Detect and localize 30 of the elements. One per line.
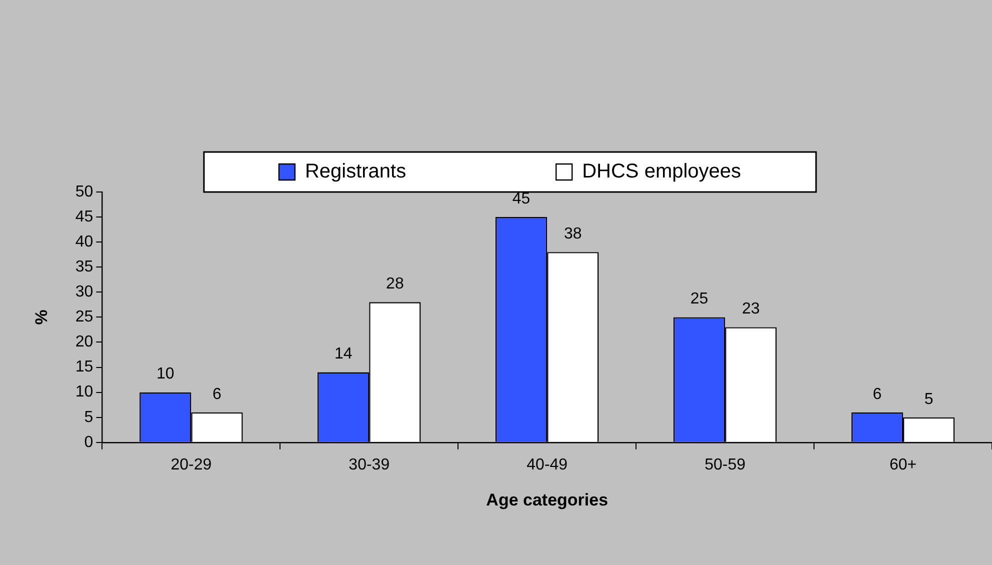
data-label: 10 xyxy=(156,366,174,383)
x-tick-label: 20-29 xyxy=(170,456,212,474)
data-label: 14 xyxy=(334,346,352,363)
x-tick-label: 40-49 xyxy=(526,456,568,474)
y-tick-label: 0 xyxy=(84,434,94,451)
y-tick-label: 20 xyxy=(75,334,94,351)
y-tick-label: 45 xyxy=(75,208,94,226)
y-tick-label: 10 xyxy=(75,384,94,401)
y-tick-label: 35 xyxy=(75,258,94,276)
data-label: 6 xyxy=(212,386,222,403)
y-tick-label: 30 xyxy=(75,284,94,301)
x-tick-label: 30-39 xyxy=(348,456,390,474)
y-tick-label: 15 xyxy=(75,358,94,376)
data-label: 23 xyxy=(742,300,760,318)
data-label: 45 xyxy=(512,190,530,208)
y-tick-label: 40 xyxy=(75,233,94,250)
y-axis-title: % xyxy=(32,310,51,325)
legend-label: Registrants xyxy=(304,160,406,183)
data-label: 28 xyxy=(386,276,404,293)
y-tick-label: 5 xyxy=(84,408,94,426)
x-tick-label: 60+ xyxy=(889,456,917,474)
data-label: 25 xyxy=(690,290,708,308)
y-tick-label: 50 xyxy=(75,183,94,200)
data-label: 6 xyxy=(872,386,882,403)
data-label: 38 xyxy=(564,226,582,242)
legend-label: DHCS employees xyxy=(582,160,742,183)
x-tick-label: 50-59 xyxy=(704,456,746,474)
y-tick-label: 25 xyxy=(75,308,94,326)
data-label: 5 xyxy=(924,390,934,408)
x-axis-title: Age categories xyxy=(486,490,608,510)
